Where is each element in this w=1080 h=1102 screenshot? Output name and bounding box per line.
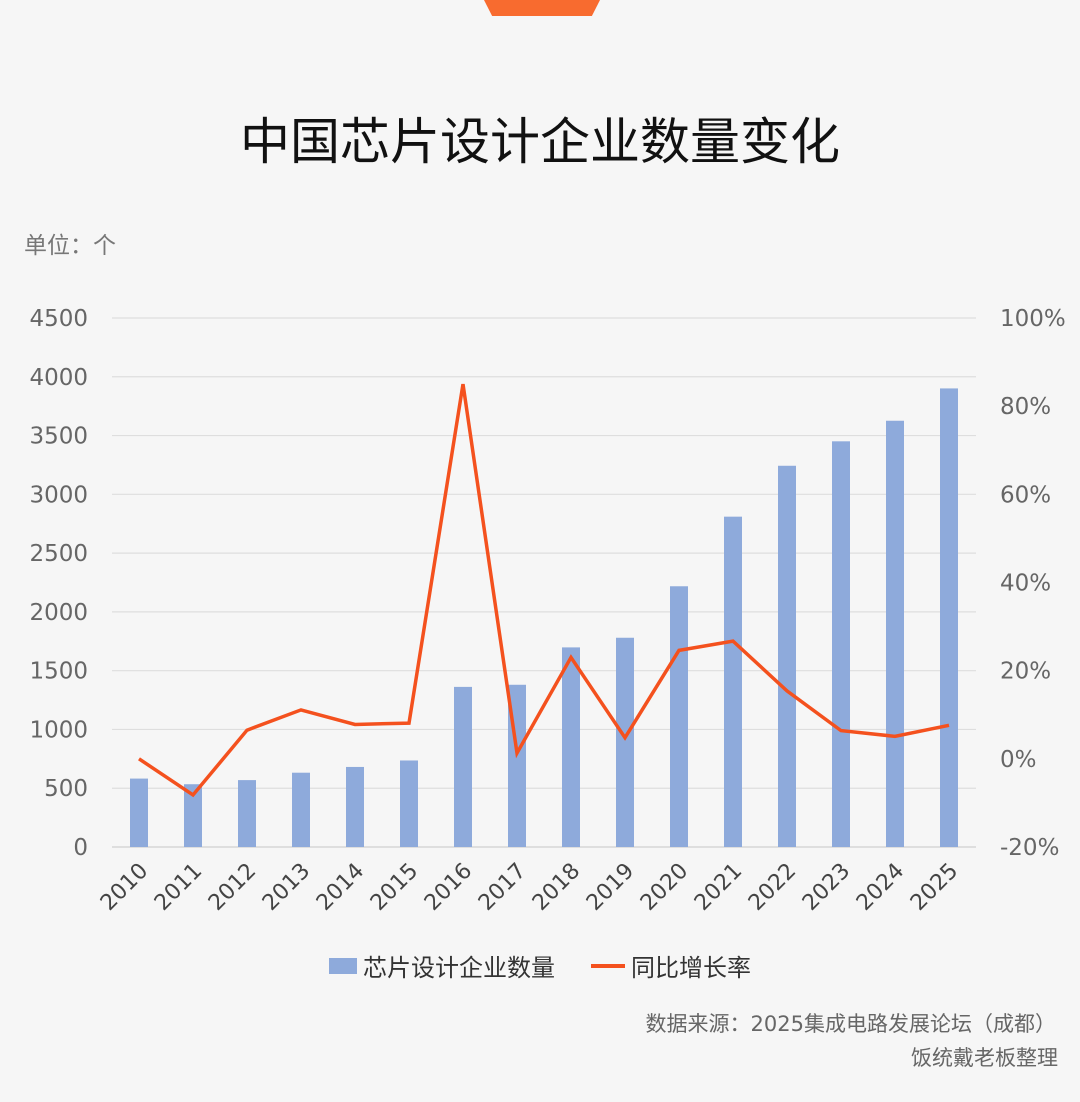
bar: [832, 441, 850, 847]
bar: [130, 778, 148, 847]
bar: [940, 388, 958, 847]
data-source: 数据来源：2025集成电路发展论坛（成都）: [645, 1012, 1056, 1036]
x-axis-tick-label: 2022: [744, 859, 801, 916]
bar: [886, 420, 904, 847]
legend-item-bar: 芯片设计企业数量: [329, 948, 555, 983]
right-axis-tick-label: 60%: [1000, 482, 1051, 508]
legend-line-swatch: [591, 963, 625, 968]
legend-line-label: 同比增长率: [631, 954, 751, 982]
right-axis-tick-label: 0%: [1000, 747, 1037, 773]
left-axis-tick-label: 500: [44, 776, 88, 802]
bar: [562, 647, 580, 847]
bar: [184, 784, 202, 847]
x-axis-tick-label: 2013: [258, 859, 315, 916]
right-axis-tick-label: 20%: [1000, 659, 1051, 685]
right-axis-ticks: 100% 80% 60% 40% 20% 0% -20%: [1000, 306, 1066, 861]
x-axis-tick-label: 2024: [852, 859, 909, 916]
bar: [292, 772, 310, 847]
left-axis-ticks: 4500 4000 3500 3000 2500 2000 1500 1000 500 0: [29, 306, 88, 861]
left-axis-tick-label: 2000: [29, 600, 88, 626]
legend: 芯片设计企业数量 同比增长率: [0, 948, 1080, 983]
left-axis-tick-label: 3000: [29, 482, 88, 508]
x-axis-tick-label: 2019: [582, 859, 639, 916]
left-axis-tick-label: 1000: [29, 717, 88, 743]
legend-bar-label: 芯片设计企业数量: [363, 954, 555, 982]
left-axis-tick-label: 0: [73, 835, 88, 861]
credit: 饭统戴老板整理: [911, 1046, 1058, 1070]
legend-bar-swatch: [329, 957, 357, 974]
x-axis-tick-label: 2025: [906, 859, 963, 916]
bar-series: [130, 388, 958, 847]
x-axis-tick-label: 2015: [366, 859, 423, 916]
right-axis-tick-label: -20%: [1000, 835, 1059, 861]
right-axis-tick-label: 100%: [1000, 306, 1066, 332]
right-axis-tick-label: 80%: [1000, 394, 1051, 420]
x-axis-tick-label: 2023: [798, 859, 855, 916]
x-axis-tick-label: 2011: [150, 859, 207, 916]
bar: [616, 637, 634, 847]
left-axis-tick-label: 1500: [29, 659, 88, 685]
x-axis-tick-label: 2012: [204, 859, 261, 916]
bar: [454, 686, 472, 847]
unit-label: 单位：个: [24, 233, 116, 259]
line-series: [138, 383, 950, 798]
legend-item-line: 同比增长率: [591, 948, 751, 983]
left-axis-tick-label: 4000: [29, 365, 88, 391]
left-axis-tick-label: 4500: [29, 306, 88, 332]
chart-title: 中国芯片设计企业数量变化: [240, 113, 840, 171]
bar: [346, 766, 364, 847]
x-axis-tick-label: 2016: [420, 859, 477, 916]
x-axis-ticks: 2010201120122013201420152016201720182019…: [96, 859, 963, 916]
x-axis-tick-label: 2010: [96, 859, 153, 916]
bar: [670, 586, 688, 847]
x-axis-tick-label: 2014: [312, 859, 369, 916]
bar: [238, 780, 256, 847]
chart-area: 4500 4000 3500 3000 2500 2000 1500 1000 500 0 100…: [29, 306, 1066, 916]
bar: [400, 760, 418, 847]
x-axis-tick-label: 2020: [636, 859, 693, 916]
x-axis-tick-label: 2017: [474, 859, 531, 916]
top-accent-tab: [484, 0, 600, 16]
bar: [778, 465, 796, 847]
left-axis-tick-label: 2500: [29, 541, 88, 567]
growth-rate-line: [138, 383, 950, 798]
x-axis-tick-label: 2021: [690, 859, 747, 916]
left-axis-tick-label: 3500: [29, 424, 88, 450]
x-axis-tick-label: 2018: [528, 859, 585, 916]
bar: [724, 516, 742, 847]
right-axis-tick-label: 40%: [1000, 571, 1051, 597]
